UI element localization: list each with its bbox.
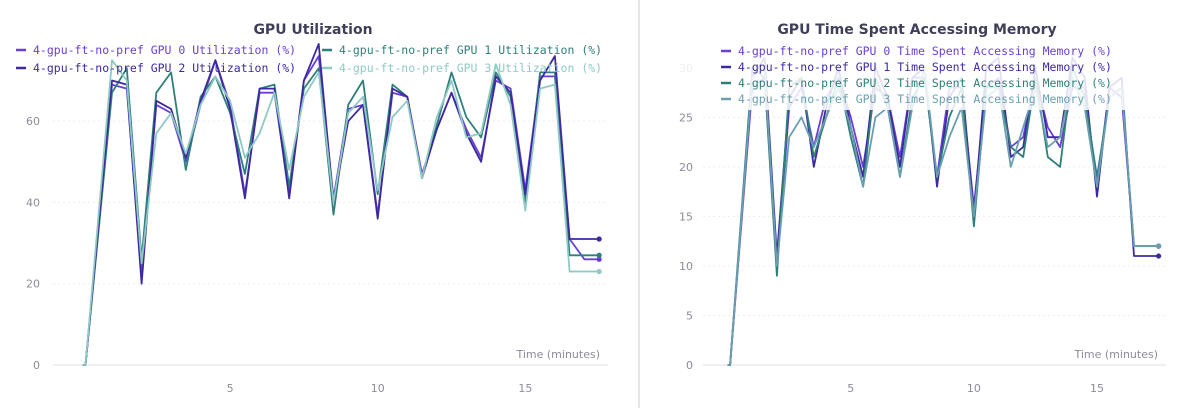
series-line-0 xyxy=(727,76,1159,366)
series-end-point xyxy=(596,236,602,242)
y-tick-label: 20 xyxy=(679,161,693,174)
legend-entry[interactable]: 4-gpu-ft-no-pref GPU 1 Utilization (%) xyxy=(339,43,602,57)
x-tick-label: 15 xyxy=(518,382,532,395)
y-tick-label: 0 xyxy=(33,359,40,372)
x-axis-title: Time (minutes) xyxy=(515,348,600,361)
series-end-point xyxy=(596,268,602,275)
series-line-3 xyxy=(82,59,600,366)
series-line-2 xyxy=(82,43,600,366)
legend-entry[interactable]: 4-gpu-ft-no-pref GPU 1 Time Spent Access… xyxy=(738,60,1112,74)
y-tick-label: 15 xyxy=(679,210,693,223)
y-tick-label: 25 xyxy=(679,111,693,124)
gpu-memory-chart: GPU Time Spent Accessing Memory 0 5 10 15 20… xyxy=(641,22,1184,395)
legend-entry[interactable]: 4-gpu-ft-no-pref GPU 2 Utilization (%) xyxy=(33,61,296,75)
y-tick-label: 60 xyxy=(26,115,40,128)
x-tick-label: 5 xyxy=(847,382,854,395)
y-tick-label: 0 xyxy=(686,359,693,372)
y-tick-label: 10 xyxy=(679,260,693,273)
x-tick-label: 10 xyxy=(967,382,981,395)
y-tick-label: 40 xyxy=(26,196,40,209)
y-tick-label: 5 xyxy=(686,309,693,322)
series-end-point xyxy=(1156,253,1162,259)
gpu-utilization-chart: GPU Utilization 0 20 40 60 5 10 15 Time (minute… xyxy=(16,22,608,395)
gpu-utilization-panel: GPU Utilization 0 20 40 60 5 10 15 Time (minute… xyxy=(16,22,608,395)
x-tick-label: 10 xyxy=(371,382,385,395)
y-tick-label: 20 xyxy=(26,278,40,291)
series-end-point xyxy=(1156,243,1162,249)
legend-entry[interactable]: 4-gpu-ft-no-pref GPU 2 Time Spent Access… xyxy=(738,76,1112,90)
series-end-point xyxy=(596,256,602,262)
gpu-memory-panel: GPU Time Spent Accessing Memory 0 5 10 15 20… xyxy=(641,0,1184,408)
chart-title: GPU Utilization xyxy=(253,22,372,38)
chart-title: GPU Time Spent Accessing Memory xyxy=(777,22,1056,38)
x-tick-label: 5 xyxy=(227,382,234,395)
series-end-point xyxy=(596,252,602,258)
legend-backdrop xyxy=(641,44,1184,110)
series-line-3 xyxy=(727,66,1159,366)
x-tick-label: 15 xyxy=(1090,382,1104,395)
legend-entry[interactable]: 4-gpu-ft-no-pref GPU 0 Utilization (%) xyxy=(33,43,296,57)
legend-entry[interactable]: 4-gpu-ft-no-pref GPU 3 Utilization (%) xyxy=(339,61,602,75)
panel-divider xyxy=(638,0,640,408)
legend-entry[interactable]: 4-gpu-ft-no-pref GPU 0 Time Spent Access… xyxy=(738,44,1112,58)
x-axis-title: Time (minutes) xyxy=(1073,348,1158,361)
legend-entry[interactable]: 4-gpu-ft-no-pref GPU 3 Time Spent Access… xyxy=(738,92,1112,106)
series-line-1 xyxy=(82,67,600,366)
